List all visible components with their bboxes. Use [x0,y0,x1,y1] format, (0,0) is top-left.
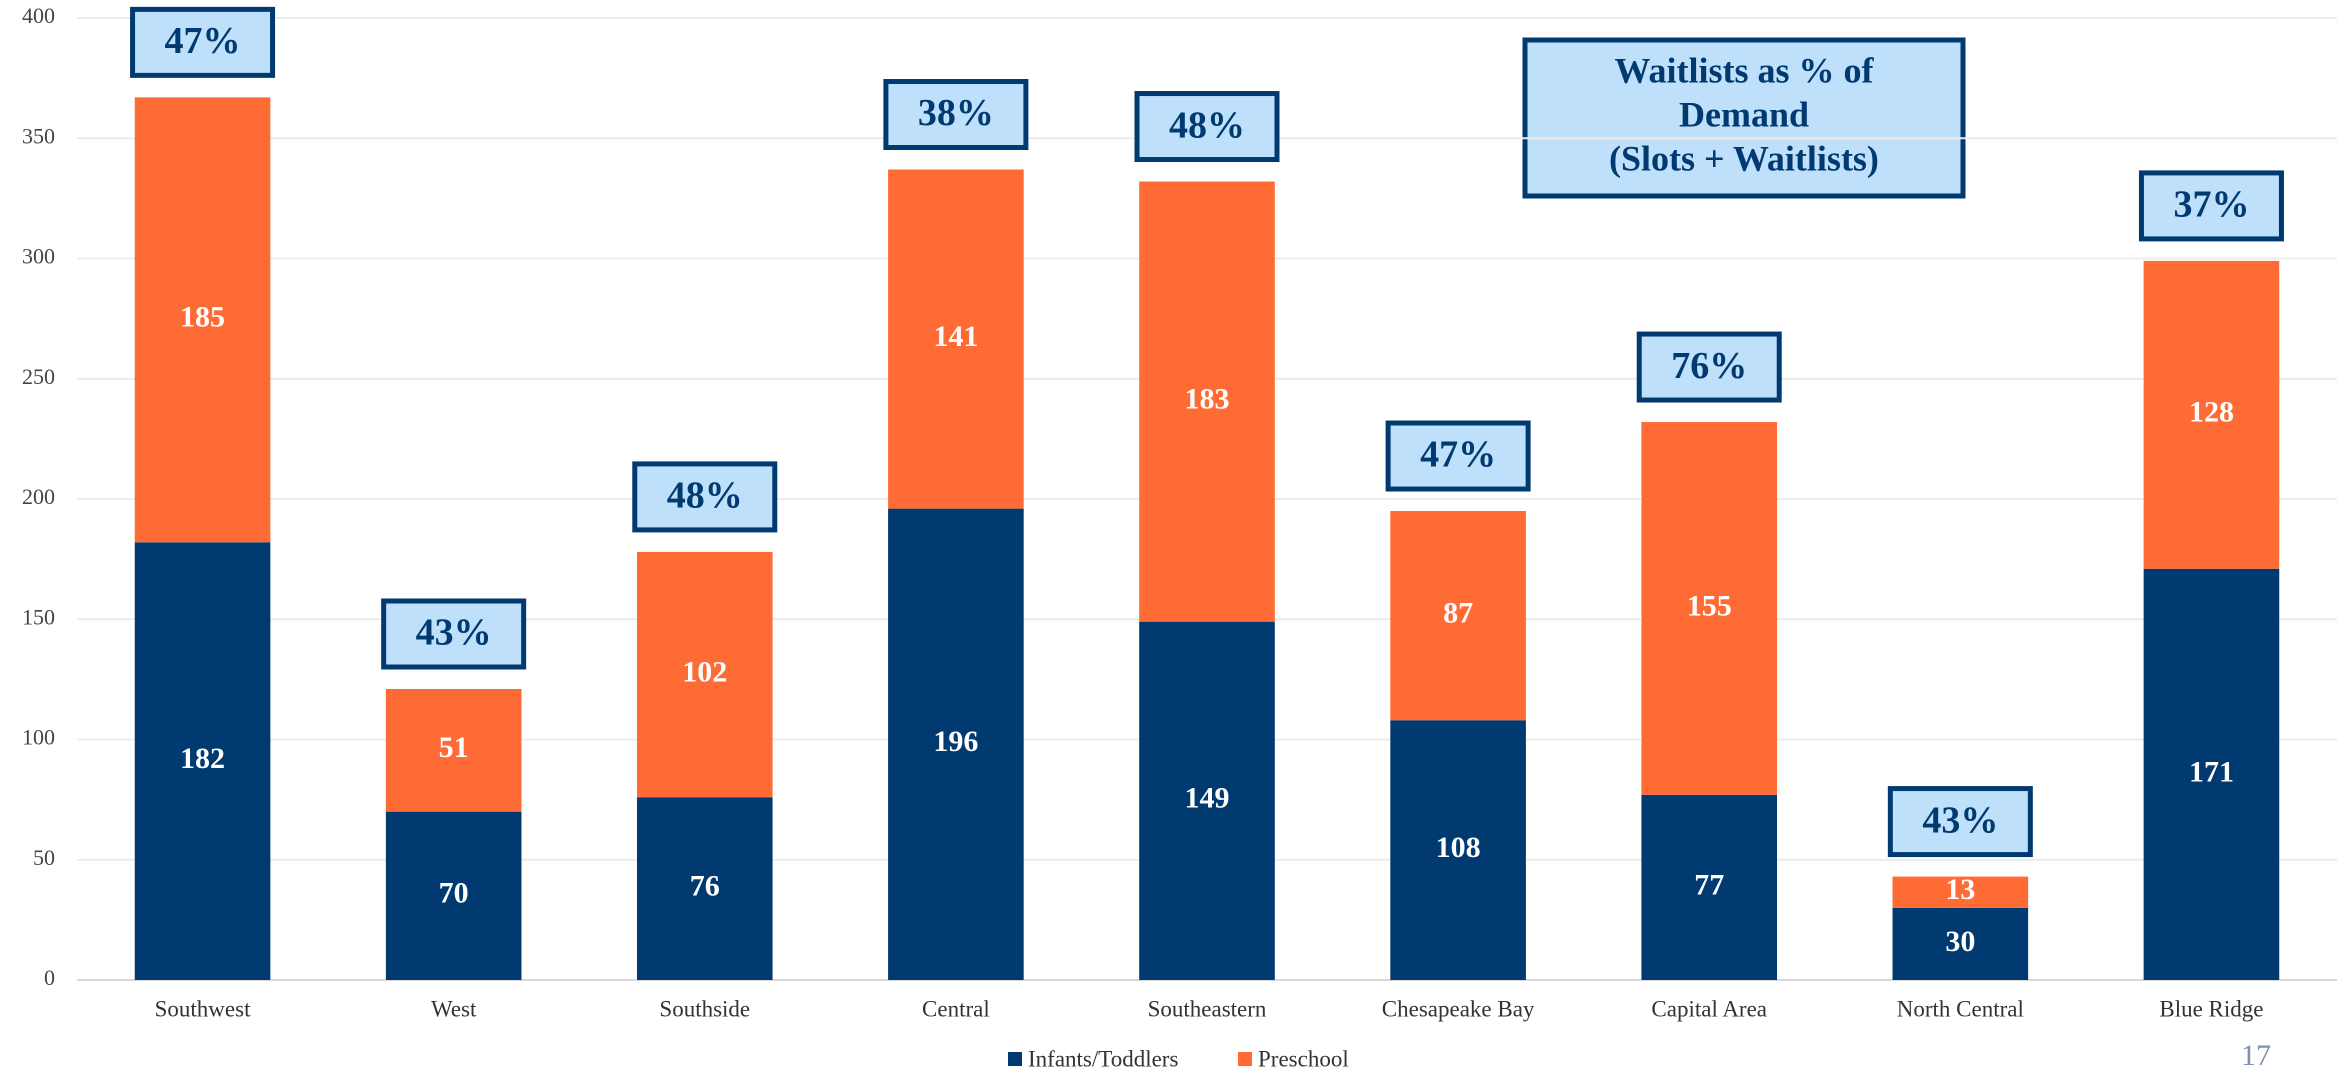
chart-title: (Slots + Waitlists) [1609,138,1879,178]
data-label: 155 [1687,589,1732,622]
x-tick-label: Blue Ridge [2159,996,2263,1021]
legend-label: Infants/Toddlers [1028,1046,1178,1071]
y-tick-label: 300 [22,244,55,269]
data-label: 77 [1694,868,1724,901]
annotation: 48% [1169,104,1245,146]
x-tick-label: Capital Area [1651,996,1767,1021]
annotation: 48% [667,475,743,517]
legend-swatch [1008,1052,1022,1066]
bar-segment [1641,422,1778,795]
bar-segment [1892,876,2029,908]
data-label: 182 [180,742,225,775]
data-label: 102 [682,655,727,688]
bar-segment [888,508,1024,980]
annotation-box [883,79,1029,151]
annotation-box [381,598,527,670]
annotation: 47% [165,20,241,62]
title-box [1522,37,1966,199]
bar-segment [636,551,773,798]
bar-segment [134,97,271,543]
annotation: 38% [918,92,994,134]
annotation: 47% [1420,434,1496,476]
data-label: 51 [439,731,469,764]
data-label: 87 [1443,597,1473,630]
data-label: 108 [1436,831,1481,864]
data-label: 76 [690,870,720,903]
legend-swatch [1238,1052,1252,1066]
y-tick-label: 0 [44,965,55,990]
legend-label: Preschool [1258,1046,1349,1071]
chart-title: Waitlists as % of [1614,50,1874,90]
x-tick-label: Chesapeake Bay [1382,996,1535,1021]
data-label: 13 [1945,873,1975,906]
bar-segment [385,811,522,980]
annotation-box [1134,91,1280,163]
bar-segment [636,797,773,980]
data-label: 128 [2189,396,2234,429]
annotation: 76% [1671,345,1747,387]
bar-segment [2143,568,2280,980]
data-label: 70 [439,877,469,910]
bar-segment [134,542,271,980]
x-tick-label: North Central [1897,996,2024,1021]
annotation-box [632,461,778,533]
data-label: 183 [1185,382,1230,415]
data-label: 30 [1945,925,1975,958]
y-tick-label: 350 [22,123,55,148]
x-tick-label: Central [922,996,990,1021]
y-tick-label: 50 [33,845,55,870]
annotation-box [2138,170,2284,242]
bar-segment [1892,907,2029,980]
y-tick-label: 400 [22,3,55,28]
annotation-box [1385,420,1531,492]
x-tick-label: Southside [659,996,750,1021]
chart-title: Demand [1679,94,1809,134]
bar-segment [385,688,522,812]
bar-segment [1139,181,1275,622]
bar-segment [2143,260,2280,569]
page-number: 17 [2241,1039,2271,1072]
data-label: 171 [2189,755,2234,788]
bar-segment [1390,720,1526,980]
y-tick-label: 200 [22,484,55,509]
x-tick-label: West [431,996,477,1021]
data-label: 185 [180,301,225,334]
bar-segment [1139,621,1275,980]
y-tick-label: 100 [22,725,55,750]
x-tick-label: Southwest [155,996,251,1021]
bar-segment [1641,794,1778,980]
annotation: 43% [416,612,492,654]
data-label: 149 [1185,782,1230,815]
annotation: 37% [2173,184,2249,226]
bar-segment [888,169,1024,509]
x-tick-label: Southeastern [1148,996,1267,1021]
y-tick-label: 250 [22,364,55,389]
annotation-box [1636,331,1782,403]
data-label: 196 [933,725,978,758]
data-label: 141 [933,320,978,353]
y-tick-label: 150 [22,604,55,629]
annotation-box [1887,786,2033,858]
annotation: 43% [1922,799,1998,841]
bar-segment [1390,511,1526,721]
annotation-box [130,6,276,78]
